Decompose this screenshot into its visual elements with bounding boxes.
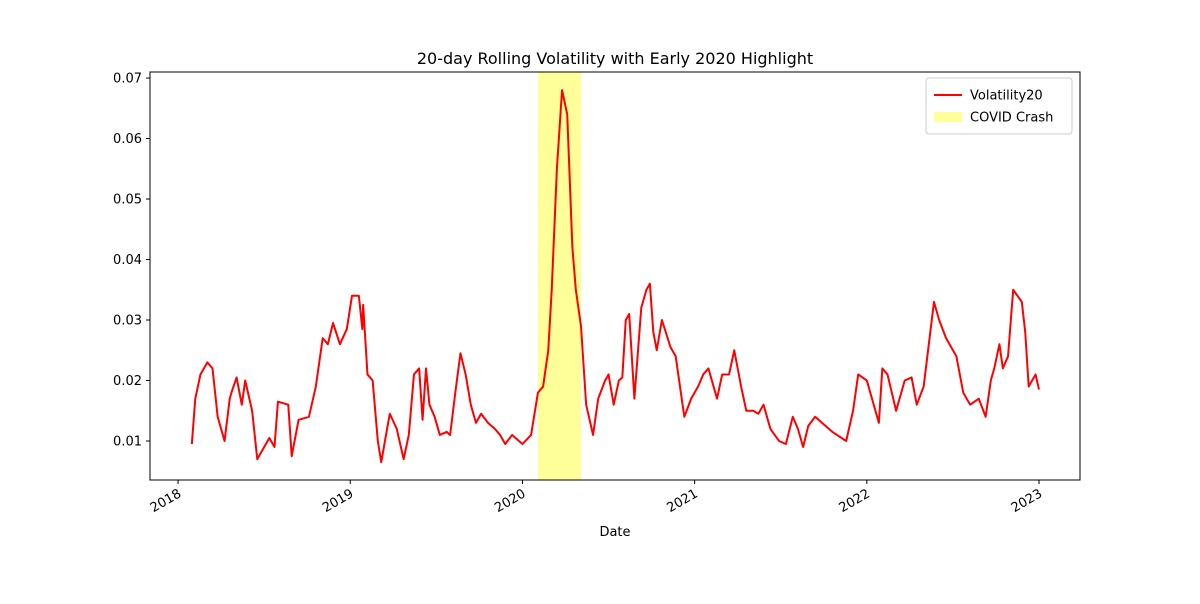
y-tick-label: 0.07 — [113, 72, 142, 87]
y-tick-label: 0.05 — [113, 193, 142, 208]
x-tick-label: 2020 — [492, 486, 528, 516]
chart-title: 20-day Rolling Volatility with Early 202… — [417, 49, 813, 68]
x-tick-label: 2022 — [837, 486, 873, 516]
legend-patch — [934, 112, 962, 122]
y-tick-label: 0.03 — [113, 314, 142, 329]
y-tick-label: 0.02 — [113, 374, 142, 389]
legend-label: Volatility20 — [970, 89, 1043, 104]
y-tick-label: 0.04 — [113, 253, 142, 268]
x-tick-label: 2023 — [1009, 486, 1045, 516]
y-tick-label: 0.01 — [113, 434, 142, 449]
x-tick-label: 2019 — [320, 486, 356, 516]
x-axis-label: Date — [599, 525, 630, 540]
plot-frame — [149, 71, 1081, 481]
x-tick-label: 2018 — [148, 486, 184, 516]
legend-box — [925, 77, 1073, 135]
y-tick-label: 0.06 — [113, 132, 142, 147]
x-tick-label: 2021 — [664, 486, 700, 516]
data-line — [190, 89, 1040, 464]
legend-label: COVID Crash — [970, 111, 1053, 126]
